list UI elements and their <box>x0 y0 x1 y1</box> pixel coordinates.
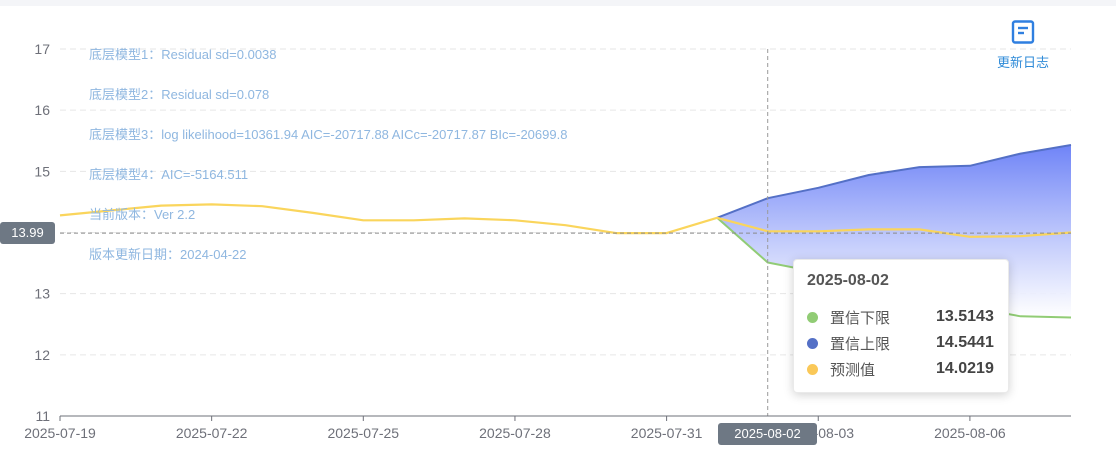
update-log-label: 更新日志 <box>996 55 1049 70</box>
x-tick-label: 2025-08-06 <box>934 425 1006 441</box>
x-tick-label: 2025-07-25 <box>327 425 399 441</box>
x-tick-label: 2025-07-28 <box>479 425 551 441</box>
tooltip-value: 13.5143 <box>936 308 994 325</box>
tooltip-date: 2025-08-02 <box>807 272 889 289</box>
x-tick-label: 2025-07-22 <box>176 425 248 441</box>
tooltip-value: 14.0219 <box>936 360 994 377</box>
upper-bound-line <box>716 144 1072 219</box>
y-tick-label: 16 <box>34 102 50 118</box>
version-note: 当前版本：Ver 2.2 <box>89 207 196 222</box>
top-bar <box>0 0 1116 6</box>
tooltip-name: 置信下限 <box>830 309 891 327</box>
legend-dot-upper <box>807 337 818 349</box>
legend-dot-predicted <box>807 363 818 375</box>
update-log-button[interactable]: 更新日志 <box>990 20 1056 70</box>
document-icon <box>990 20 1056 49</box>
model-note-4: 底层模型4：AIC=-5164.511 <box>89 167 249 182</box>
tooltip: 2025-08-02 置信下限 13.5143 置信上限 14.5441 预测值… <box>793 259 1009 393</box>
crosshair <box>60 49 1071 416</box>
legend-dot-lower <box>807 311 818 323</box>
x-pointer-label: 2025-08-02 <box>718 423 817 445</box>
y-tick-label: 13 <box>34 286 50 302</box>
tooltip-name: 置信上限 <box>830 335 891 353</box>
tooltip-row-upper: 置信上限 14.5441 <box>807 330 995 356</box>
version-date-note: 版本更新日期：2024-04-22 <box>89 247 247 262</box>
predicted-line <box>59 203 1072 238</box>
tooltip-row-lower: 置信下限 13.5143 <box>807 304 995 330</box>
tooltip-row-predicted: 预测值 14.0219 <box>807 356 995 382</box>
tooltip-name: 预测值 <box>830 361 876 379</box>
y-tick-label: 17 <box>34 41 50 57</box>
model-note-3: 底层模型3：log likelihood=10361.94 AIC=-20717… <box>89 127 568 142</box>
x-tick-label: 2025-07-19 <box>24 425 96 441</box>
y-tick-label: 11 <box>35 408 50 424</box>
tooltip-value: 14.5441 <box>936 334 994 351</box>
y-tick-label: 15 <box>34 163 50 179</box>
model-note-2: 底层模型2：Residual sd=0.078 <box>89 87 270 102</box>
y-pointer-label: 13.99 <box>0 222 55 244</box>
y-tick-label: 12 <box>34 347 50 363</box>
x-tick-label: 2025-07-31 <box>631 425 703 441</box>
model-note-1: 底层模型1：Residual sd=0.0038 <box>89 47 277 62</box>
